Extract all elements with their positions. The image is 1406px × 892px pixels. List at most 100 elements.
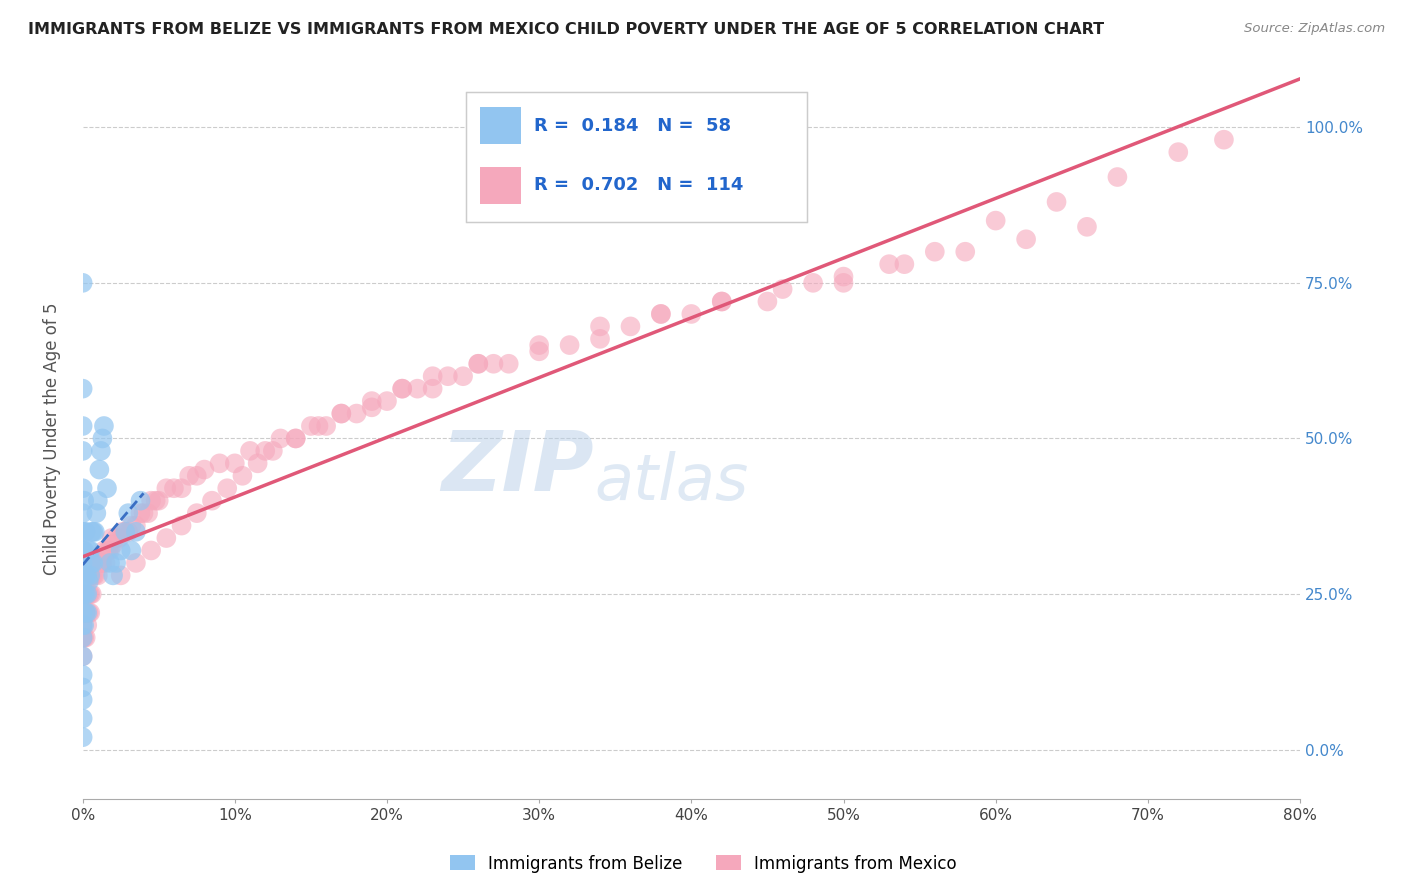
Point (330, 407, 353, 421)
Point (87, 493, 110, 508)
Point (224, 456, 246, 470)
Point (120, 518, 142, 533)
Point (110, 543, 132, 558)
Point (98, 543, 121, 558)
Point (75, 606, 97, 620)
Point (1107, 169, 1129, 184)
Point (77, 543, 100, 558)
Point (72, 276, 94, 290)
Point (832, 276, 855, 290)
Point (148, 493, 170, 508)
Point (91, 556, 114, 570)
Point (72, 443, 94, 458)
Point (93, 419, 115, 434)
Point (163, 481, 186, 495)
Point (77, 587, 100, 601)
Point (90, 443, 112, 458)
Point (72, 618, 94, 632)
Point (93, 543, 115, 558)
Point (82, 524, 104, 539)
Point (79, 543, 101, 558)
Point (87, 568, 110, 582)
Point (315, 419, 337, 434)
Point (246, 456, 269, 470)
Point (1015, 232, 1038, 246)
Point (1167, 145, 1189, 160)
Point (330, 407, 353, 421)
Point (589, 319, 612, 334)
Text: IMMIGRANTS FROM BELIZE VS IMMIGRANTS FROM MEXICO CHILD POVERTY UNDER THE AGE OF : IMMIGRANTS FROM BELIZE VS IMMIGRANTS FRO… (28, 22, 1104, 37)
Point (877, 257, 900, 271)
Point (72, 649, 94, 664)
Point (80, 556, 103, 570)
Point (262, 443, 284, 458)
Point (1076, 219, 1098, 234)
Point (201, 493, 224, 508)
Point (82, 568, 104, 582)
Point (120, 543, 142, 558)
Point (832, 269, 855, 284)
Point (94, 556, 117, 570)
Point (136, 506, 159, 520)
Point (125, 556, 148, 570)
Point (308, 419, 330, 434)
Point (75, 524, 97, 539)
Point (375, 394, 398, 409)
Point (186, 506, 208, 520)
Point (208, 456, 231, 470)
Point (955, 244, 977, 259)
Point (110, 568, 132, 582)
Point (73, 524, 96, 539)
Point (76, 606, 98, 620)
Point (422, 369, 444, 384)
Point (1213, 133, 1236, 147)
Point (125, 524, 148, 539)
Point (893, 257, 915, 271)
Point (117, 524, 139, 539)
Point (89, 556, 111, 570)
Point (75, 568, 97, 582)
Point (114, 524, 136, 539)
Point (391, 382, 413, 396)
Point (527, 338, 550, 352)
Point (73, 606, 96, 620)
Point (231, 468, 253, 483)
Point (76, 618, 98, 632)
Point (91, 432, 114, 446)
Point (170, 481, 193, 495)
Point (73, 618, 96, 632)
Point (80, 587, 103, 601)
Point (467, 357, 489, 371)
Point (391, 382, 413, 396)
Point (139, 493, 162, 508)
Point (498, 357, 520, 371)
Point (105, 556, 128, 570)
Point (72, 649, 94, 664)
Point (284, 432, 307, 446)
Point (132, 506, 155, 520)
Point (72, 568, 94, 582)
Point (145, 493, 167, 508)
Point (72, 587, 94, 601)
Point (72, 419, 94, 434)
Point (72, 693, 94, 707)
Point (75, 606, 97, 620)
Point (801, 276, 824, 290)
Point (73, 493, 96, 508)
Point (77, 574, 100, 589)
Point (217, 481, 239, 495)
Point (1045, 194, 1067, 209)
Point (97, 543, 120, 558)
Point (451, 369, 474, 384)
Point (772, 282, 794, 296)
Point (72, 506, 94, 520)
Point (108, 531, 131, 545)
Point (79, 568, 101, 582)
Point (437, 369, 460, 384)
Legend: Immigrants from Belize, Immigrants from Mexico: Immigrants from Belize, Immigrants from … (443, 848, 963, 880)
Point (422, 382, 444, 396)
Point (924, 244, 946, 259)
Point (650, 307, 672, 321)
Point (72, 712, 94, 726)
Point (72, 631, 94, 645)
